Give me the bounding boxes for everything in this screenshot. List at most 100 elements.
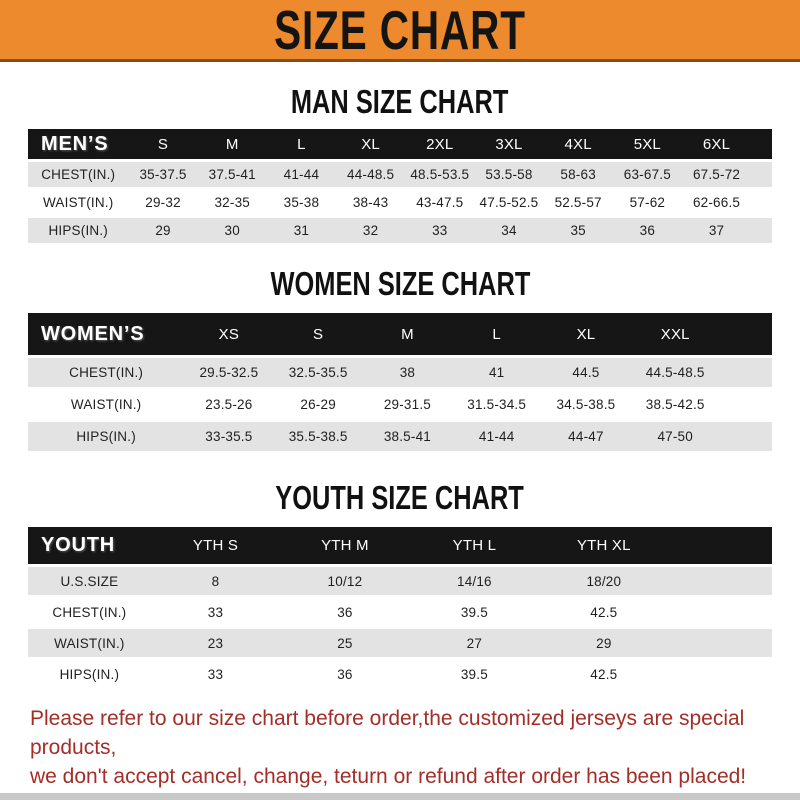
size-value-cell: 41-44 [452, 422, 542, 451]
column-header: M [197, 129, 267, 159]
table-row: HIPS(IN.) 33 36 39.5 42.5 [28, 660, 772, 688]
column-header: YTH L [409, 527, 540, 564]
size-value-cell: 67.5-72 [681, 162, 752, 187]
size-value-cell: 25 [280, 629, 410, 657]
bottom-strip [0, 793, 800, 800]
size-value-cell: 39.5 [409, 598, 540, 626]
section-men: MAN SIZE CHART MEN’S S M L XL 2XL 3XL 4XL 5XL 6XL… [0, 62, 800, 246]
header-spacer [668, 527, 772, 564]
row-label: WAIST(IN.) [28, 390, 185, 419]
size-value-cell: 36 [280, 598, 410, 626]
row-label: HIPS(IN.) [28, 422, 185, 451]
size-value-cell: 44-48.5 [336, 162, 406, 187]
size-value-cell: 32 [336, 218, 406, 243]
row-spacer [668, 567, 772, 595]
column-header: S [128, 129, 198, 159]
row-label: WAIST(IN.) [28, 629, 151, 657]
size-value-cell: 41 [452, 358, 542, 387]
size-value-cell: 29 [539, 629, 669, 657]
youth-size-table-container: YOUTH YTH S YTH M YTH L YTH XL U.S.SIZE 8 10/12… [28, 524, 772, 691]
table-row: U.S.SIZE 8 10/12 14/16 18/20 [28, 567, 772, 595]
size-table-men: MEN’S S M L XL 2XL 3XL 4XL 5XL 6XL CHEST(IN.) 35-37… [28, 126, 772, 246]
size-value-cell: 29-31.5 [362, 390, 453, 419]
column-header: L [452, 313, 542, 355]
row-label: CHEST(IN.) [28, 358, 185, 387]
men-table-title: MEN’S [28, 129, 129, 159]
size-table-women: WOMEN’S XS S M L XL XXL CHEST(IN.) 29.5-32.5 32.5… [28, 310, 772, 454]
size-value-cell: 36 [280, 660, 410, 688]
column-header: XL [336, 129, 406, 159]
column-header: XL [541, 313, 631, 355]
section-women: WOMEN SIZE CHART WOMEN’S XS S M L XL XXL CHEST(… [0, 246, 800, 454]
size-value-cell: 27 [409, 629, 540, 657]
row-spacer [719, 390, 772, 419]
size-value-cell: 34 [474, 218, 544, 243]
size-value-cell: 35-38 [266, 190, 336, 215]
row-spacer [719, 422, 772, 451]
size-value-cell: 39.5 [409, 660, 540, 688]
order-notes: Please refer to our size chart before or… [0, 705, 800, 792]
size-value-cell: 29-32 [128, 190, 198, 215]
page-title: SIZE CHART [274, 0, 526, 61]
column-header: YTH M [280, 527, 410, 564]
size-value-cell: 26-29 [273, 390, 363, 419]
banner: SIZE CHART [0, 0, 800, 62]
column-header: XXL [630, 313, 720, 355]
size-value-cell: 8 [150, 567, 281, 595]
table-row: CHEST(IN.) 33 36 39.5 42.5 [28, 598, 772, 626]
row-label: HIPS(IN.) [28, 660, 151, 688]
column-header: YTH S [150, 527, 281, 564]
size-value-cell: 33 [150, 660, 281, 688]
size-value-cell: 47.5-52.5 [474, 190, 544, 215]
size-value-cell: 37 [681, 218, 752, 243]
size-value-cell: 32-35 [197, 190, 267, 215]
row-spacer [751, 162, 772, 187]
size-value-cell: 35-37.5 [128, 162, 198, 187]
row-spacer [668, 660, 772, 688]
size-value-cell: 37.5-41 [197, 162, 267, 187]
row-spacer [751, 190, 772, 215]
header-spacer [719, 313, 772, 355]
header-row: MEN’S S M L XL 2XL 3XL 4XL 5XL 6XL [28, 129, 772, 159]
size-value-cell: 42.5 [539, 660, 669, 688]
size-value-cell: 62-66.5 [681, 190, 752, 215]
column-header: 5XL [612, 129, 682, 159]
row-spacer [719, 358, 772, 387]
size-value-cell: 33 [150, 598, 281, 626]
row-label: CHEST(IN.) [28, 162, 129, 187]
row-label: HIPS(IN.) [28, 218, 129, 243]
size-value-cell: 36 [612, 218, 682, 243]
size-value-cell: 63-67.5 [612, 162, 682, 187]
row-spacer [668, 629, 772, 657]
table-row: WAIST(IN.) 29-32 32-35 35-38 38-43 43-47.5 47.… [28, 190, 772, 215]
size-value-cell: 44.5-48.5 [630, 358, 720, 387]
table-row: WAIST(IN.) 23 25 27 29 [28, 629, 772, 657]
size-value-cell: 35 [543, 218, 613, 243]
size-value-cell: 29.5-32.5 [184, 358, 274, 387]
youth-section-heading: YOUTH SIZE CHART [275, 478, 525, 517]
women-table-title: WOMEN’S [28, 313, 185, 355]
section-youth: YOUTH SIZE CHART YOUTH YTH S YTH M YTH L YTH… [0, 454, 800, 691]
header-row: WOMEN’S XS S M L XL XXL [28, 313, 772, 355]
header-row: YOUTH YTH S YTH M YTH L YTH XL [28, 527, 772, 564]
size-value-cell: 47-50 [630, 422, 720, 451]
row-label: WAIST(IN.) [28, 190, 129, 215]
size-value-cell: 14/16 [409, 567, 540, 595]
size-value-cell: 53.5-58 [474, 162, 544, 187]
size-value-cell: 29 [128, 218, 198, 243]
row-spacer [751, 218, 772, 243]
column-header: L [266, 129, 336, 159]
size-value-cell: 31 [266, 218, 336, 243]
size-value-cell: 43-47.5 [405, 190, 475, 215]
column-header: 4XL [543, 129, 613, 159]
note-line-1: Please refer to our size chart before or… [30, 707, 745, 759]
women-size-table-container: WOMEN’S XS S M L XL XXL CHEST(IN.) 29.5-32.5 32.5… [28, 310, 772, 454]
size-charts: MAN SIZE CHART MEN’S S M L XL 2XL 3XL 4XL 5XL 6XL… [0, 62, 800, 691]
column-header: 6XL [681, 129, 752, 159]
size-value-cell: 31.5-34.5 [452, 390, 542, 419]
size-value-cell: 44-47 [541, 422, 631, 451]
table-row: CHEST(IN.) 35-37.5 37.5-41 41-44 44-48.5 48.5… [28, 162, 772, 187]
size-value-cell: 57-62 [612, 190, 682, 215]
youth-table-title: YOUTH [28, 527, 151, 564]
size-value-cell: 10/12 [280, 567, 410, 595]
